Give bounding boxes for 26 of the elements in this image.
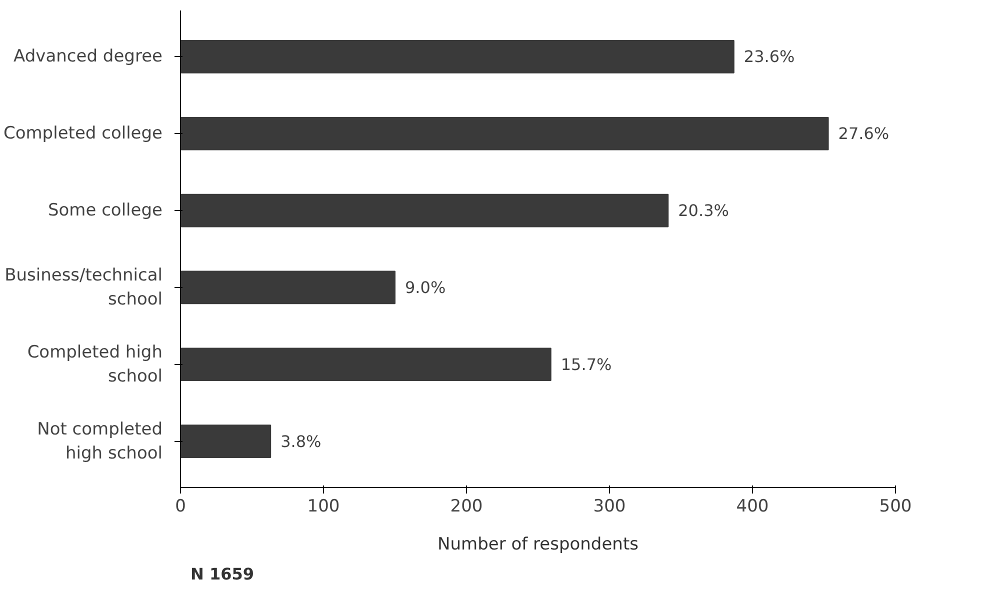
bar <box>180 270 396 304</box>
annotation: 27.6% <box>838 124 890 144</box>
x-tick-label: 200 <box>450 496 483 516</box>
y-tick-label: Completed college <box>3 124 163 144</box>
bar <box>180 348 552 382</box>
x-tick-label: 400 <box>736 496 769 516</box>
x-tick-label: 300 <box>593 496 626 516</box>
annotation: 23.6% <box>744 47 795 66</box>
bar <box>180 116 829 150</box>
bar <box>180 40 734 74</box>
y-tick-label: Advanced degree <box>14 46 163 67</box>
y-tick-label: Completed high school <box>27 342 163 386</box>
annotation: 3.8% <box>280 432 322 451</box>
y-tick-label: Business/technical school <box>4 265 163 310</box>
bar <box>180 424 272 458</box>
annotation: 15.7% <box>560 354 612 374</box>
x-tick-label: 500 <box>879 496 912 516</box>
bar <box>180 194 669 228</box>
annotation: 9.0% <box>405 278 446 297</box>
x-tick-label: 100 <box>307 496 340 516</box>
y-tick-label: Not completed high school <box>37 419 163 464</box>
x-axis-title: Number of respondents <box>438 534 639 554</box>
y-tick-label: Some college <box>48 200 163 221</box>
text: N 1659 <box>190 564 254 584</box>
x-tick-label: 0 <box>175 496 186 516</box>
annotation: 20.3% <box>678 201 729 220</box>
